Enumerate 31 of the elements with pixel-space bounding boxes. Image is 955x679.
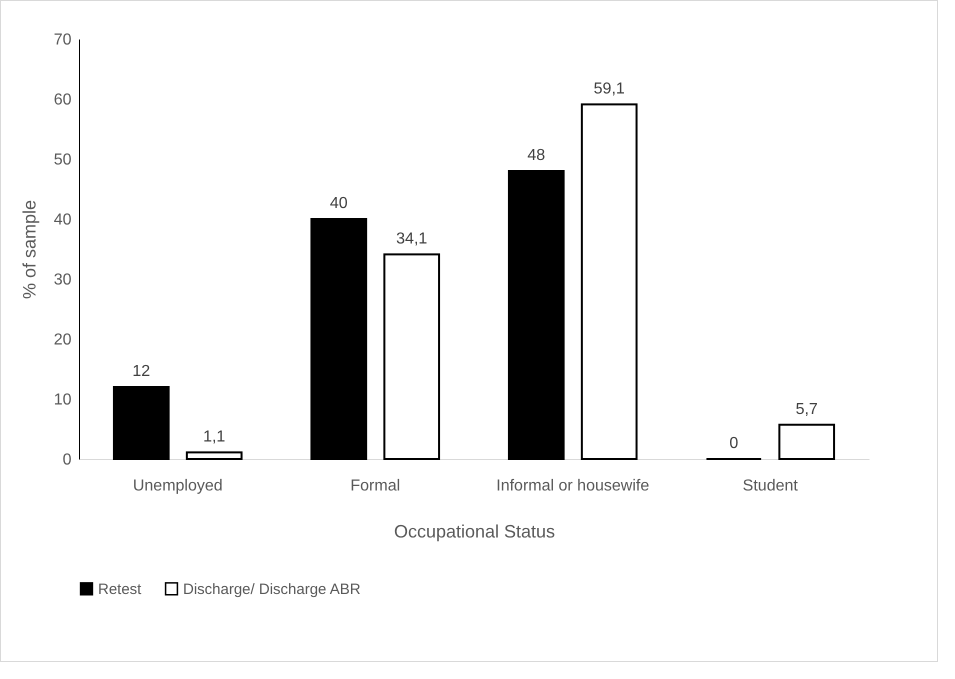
bar (310, 218, 368, 460)
bar (580, 103, 638, 460)
data-label: 1,1 (203, 428, 226, 446)
y-tick-label: 60 (54, 92, 72, 108)
bar (383, 253, 440, 460)
x-tick-label: Informal or housewife (496, 478, 650, 494)
legend-label: Retest (98, 580, 142, 598)
x-tick-label: Student (742, 478, 798, 494)
data-label: 12 (132, 363, 150, 380)
y-tick-label: 40 (54, 212, 72, 228)
bar (112, 386, 170, 460)
data-label: 0 (729, 435, 738, 452)
x-tick-label: Formal (350, 478, 400, 494)
y-tick-label: 20 (54, 332, 72, 348)
data-label: 5,7 (796, 400, 818, 418)
bar (186, 451, 243, 460)
data-label: 40 (330, 195, 348, 212)
y-axis-title: % of sample (20, 200, 40, 300)
data-label: 48 (527, 147, 546, 164)
y-tick-label: 30 (54, 272, 72, 288)
y-tick-label: 10 (54, 392, 72, 408)
bar (778, 424, 836, 460)
y-tick-label: 70 (54, 32, 72, 48)
y-tick-label: 0 (62, 452, 72, 468)
data-label: 34,1 (396, 230, 428, 248)
data-label: 59,1 (594, 80, 625, 98)
bar (508, 170, 565, 460)
x-axis-title: Occupational Status (394, 522, 556, 542)
legend-label: Discharge/ Discharge ABR (183, 580, 361, 598)
x-tick-label: Unemployed (132, 478, 223, 494)
y-tick-label: 50 (54, 152, 72, 168)
